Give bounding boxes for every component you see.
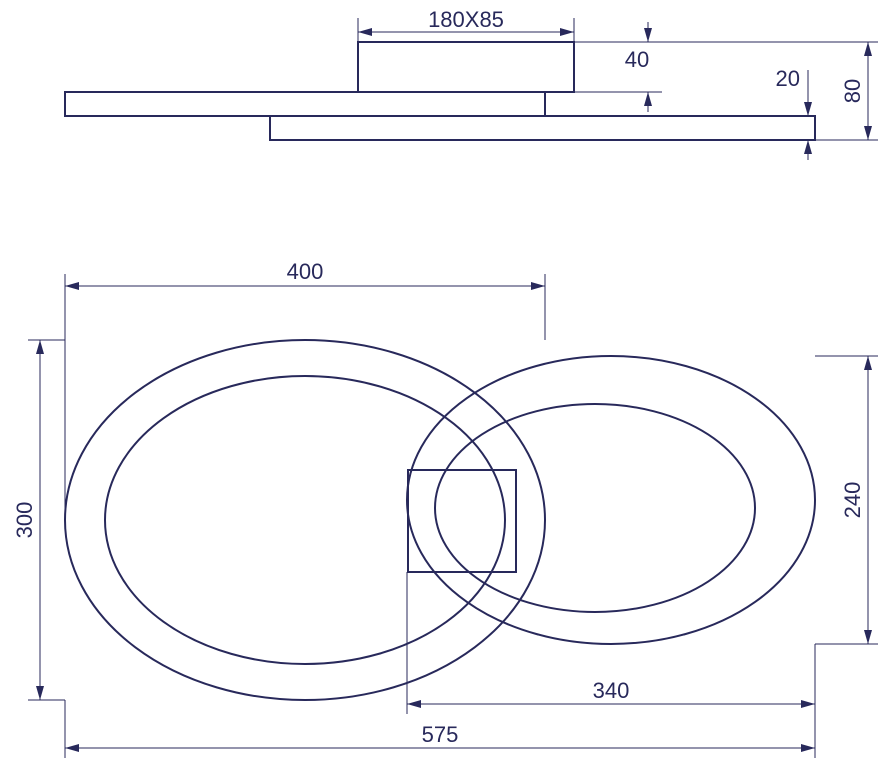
dim-575-label: 575	[422, 722, 459, 747]
dim-40-label: 40	[625, 47, 649, 72]
dim-80-label: 80	[840, 79, 865, 103]
dim-180x85-label: 180X85	[428, 7, 504, 32]
small-ellipse-inner	[435, 404, 755, 612]
dim-400-label: 400	[287, 259, 324, 284]
side-right-bar	[270, 116, 815, 140]
dim-20-label: 20	[776, 66, 800, 91]
dim-300-label: 300	[12, 502, 37, 539]
drawing-canvas: 180X85 40 20 80 400 300 240	[0, 0, 893, 781]
dim-340-label: 340	[593, 678, 630, 703]
side-top-block	[358, 42, 574, 92]
large-ellipse-inner	[105, 376, 505, 664]
dim-240-label: 240	[840, 482, 865, 519]
side-left-bar	[65, 92, 545, 116]
